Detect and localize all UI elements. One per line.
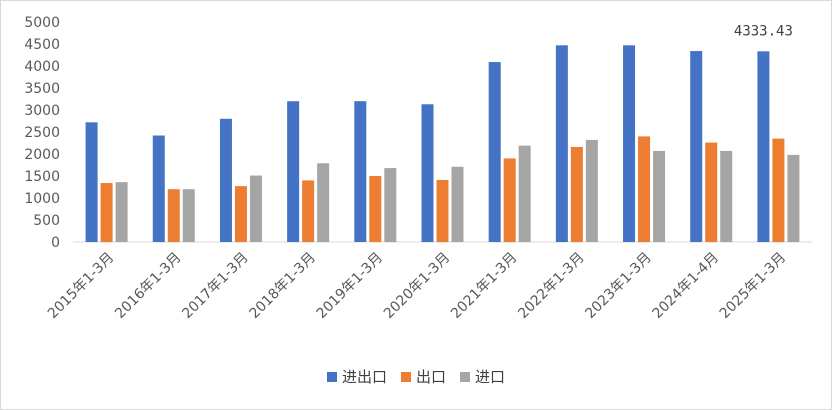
y-tick-label: 1000	[24, 191, 60, 207]
legend-label: 进出口	[341, 368, 387, 386]
x-tick-label: 2023年1-3月	[582, 250, 654, 322]
y-tick-label: 0	[51, 235, 60, 251]
chart-legend: 进出口 出口 进口	[0, 366, 832, 387]
data-label: 4333.43	[734, 23, 793, 39]
bar-3-11	[787, 154, 800, 242]
bar-3-3	[249, 175, 262, 242]
x-tick-label: 2017年1-3月	[179, 250, 251, 322]
bar-3-1	[115, 182, 128, 242]
bar-1-9	[623, 45, 636, 242]
legend-item-1: 进出口	[326, 366, 387, 387]
bar-2-8	[570, 146, 583, 242]
legend-swatch	[400, 371, 411, 382]
legend-item-2: 出口	[400, 366, 446, 387]
x-tick-label: 2020年1-3月	[381, 250, 453, 322]
bar-1-2	[152, 135, 165, 242]
y-tick-label: 5000	[24, 15, 60, 31]
legend-swatch	[326, 371, 337, 382]
y-tick-label: 500	[33, 213, 60, 229]
bar-3-6	[451, 166, 464, 242]
y-tick-label: 4000	[24, 59, 60, 75]
bar-3-2	[182, 189, 195, 242]
bar-2-11	[772, 138, 785, 242]
bar-1-7	[488, 62, 501, 242]
bar-3-7	[518, 145, 531, 242]
bar-3-8	[585, 139, 598, 242]
legend-label: 出口	[415, 368, 446, 386]
x-tick-label: 2025年1-3月	[717, 250, 789, 322]
bar-1-6	[421, 104, 434, 242]
x-tick-label: 2024年1-4月	[650, 250, 722, 322]
bar-3-4	[317, 163, 330, 242]
bar-1-8	[555, 45, 568, 242]
bar-2-9	[638, 136, 651, 242]
bar-1-3	[219, 118, 232, 242]
bar-3-10	[720, 150, 733, 242]
bar-1-10	[690, 51, 703, 242]
y-tick-label: 3000	[24, 103, 60, 119]
bar-2-1	[100, 183, 113, 242]
legend-label: 进口	[475, 368, 506, 386]
bar-1-4	[287, 101, 300, 242]
y-tick-label: 4500	[24, 37, 60, 53]
legend-item-3: 进口	[460, 366, 505, 387]
y-tick-label: 2500	[24, 125, 60, 141]
y-tick-label: 2000	[24, 147, 60, 163]
bar-2-5	[369, 176, 382, 242]
bar-2-10	[705, 142, 718, 242]
bar-3-9	[653, 150, 666, 242]
bar-2-2	[167, 189, 180, 242]
bar-1-11	[757, 51, 770, 243]
x-tick-label: 2015年1-3月	[45, 250, 117, 322]
x-tick-label: 2018年1-3月	[246, 250, 318, 322]
bar-1-1	[85, 122, 98, 242]
x-tick-label: 2021年1-3月	[448, 250, 520, 322]
x-tick-label: 2019年1-3月	[314, 250, 386, 322]
x-tick-label: 2022年1-3月	[515, 250, 587, 322]
x-tick-label: 2016年1-3月	[112, 250, 184, 322]
bar-2-3	[234, 186, 247, 242]
bar-2-4	[302, 180, 315, 242]
legend-swatch	[460, 371, 470, 382]
bar-3-5	[384, 168, 397, 242]
y-tick-label: 1500	[24, 169, 60, 185]
y-tick-label: 3500	[24, 81, 60, 97]
bar-2-7	[503, 158, 516, 242]
bar-2-6	[436, 179, 449, 242]
bar-1-5	[354, 101, 367, 242]
